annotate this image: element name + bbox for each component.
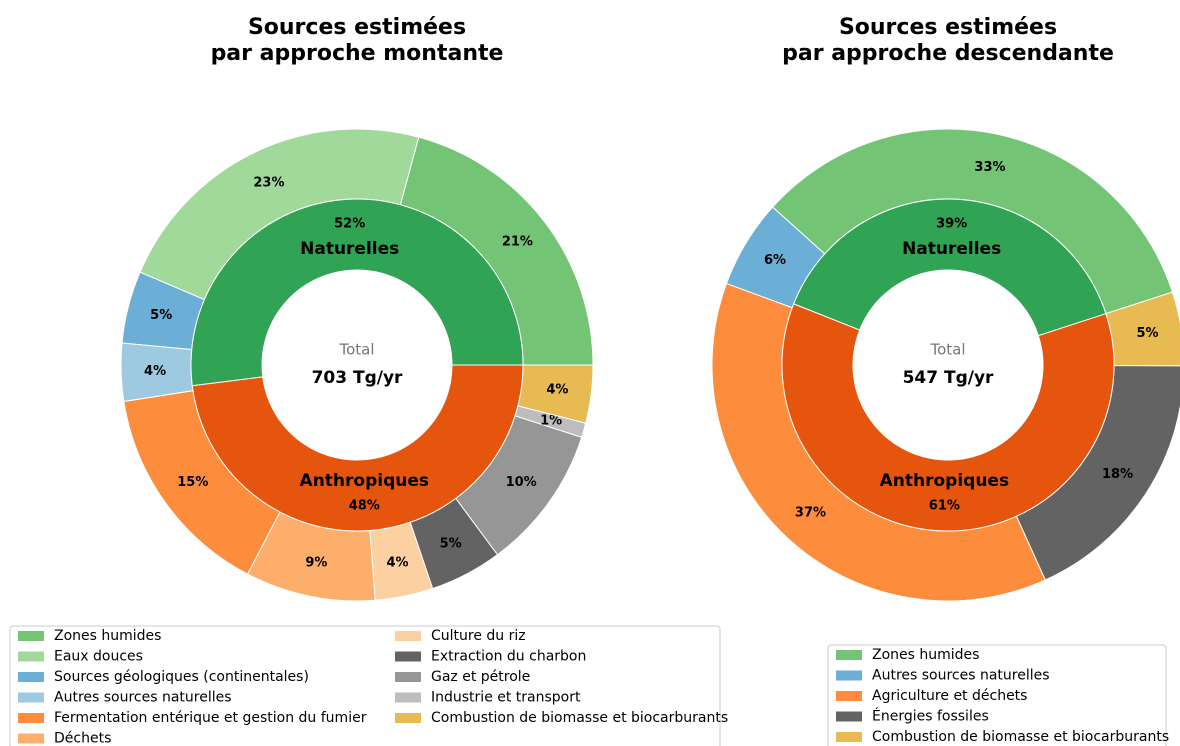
legend-swatch	[836, 650, 862, 660]
legend-swatch	[395, 713, 421, 723]
legend-swatch	[836, 732, 862, 742]
legend-swatch	[836, 711, 862, 722]
outer-pct-label: 4%	[546, 383, 568, 398]
chart-title: Sources estimées	[248, 15, 466, 40]
inner-category-label: Anthropiques	[300, 471, 429, 491]
legend-label: Agriculture et déchets	[872, 688, 1027, 704]
inner-pct-label: 61%	[929, 498, 960, 513]
legend-label: Gaz et pétrole	[431, 669, 530, 685]
center-label: Total	[929, 341, 965, 359]
outer-pct-label: 4%	[387, 555, 409, 570]
legend-swatch	[18, 651, 44, 662]
legend-label: Autres sources naturelles	[54, 690, 232, 706]
legend-swatch	[18, 733, 44, 744]
legend-label: Combustion de biomasse et biocarburants	[431, 710, 728, 726]
legend-label: Culture du riz	[431, 628, 526, 644]
chart-title: par approche descendante	[782, 41, 1114, 66]
outer-pct-label: 15%	[177, 475, 208, 490]
legend-swatch	[395, 672, 421, 682]
legend-swatch	[18, 713, 44, 723]
legend-label: Zones humides	[872, 647, 979, 663]
legend-swatch	[836, 691, 862, 701]
legend-swatch	[395, 631, 421, 641]
total-label: 703 Tg/yr	[312, 368, 403, 388]
legend-label: Industrie et transport	[431, 690, 581, 706]
inner-pct-label: 39%	[936, 217, 967, 232]
legend-swatch	[18, 672, 44, 682]
legend-label: Eaux douces	[54, 649, 143, 665]
inner-pct-label: 48%	[349, 498, 380, 513]
chart-title: par approche montante	[211, 41, 504, 66]
donut-hole	[262, 270, 452, 460]
center-label: Total	[338, 341, 374, 359]
donut-hole	[853, 270, 1043, 460]
outer-pct-label: 10%	[506, 475, 537, 490]
outer-pct-label: 18%	[1102, 467, 1133, 482]
outer-pct-label: 1%	[540, 413, 562, 428]
outer-pct-label: 6%	[764, 253, 786, 268]
outer-pct-label: 4%	[144, 364, 166, 379]
outer-pct-label: 23%	[253, 176, 284, 191]
legend-label: Sources géologiques (continentales)	[54, 669, 309, 685]
legend-label: Autres sources naturelles	[872, 668, 1050, 684]
legend-swatch	[18, 631, 44, 641]
legend-label: Zones humides	[54, 628, 161, 644]
chart-title: Sources estimées	[839, 15, 1057, 40]
legend-swatch	[836, 670, 862, 681]
inner-category-label: Naturelles	[300, 239, 399, 259]
total-label: 547 Tg/yr	[903, 368, 994, 388]
legend-swatch	[395, 692, 421, 703]
outer-pct-label: 5%	[1137, 326, 1159, 341]
inner-category-label: Anthropiques	[880, 471, 1009, 491]
outer-pct-label: 21%	[502, 235, 533, 250]
outer-pct-label: 5%	[440, 536, 462, 551]
legend-swatch	[395, 651, 421, 662]
legend-box	[827, 644, 1167, 746]
outer-pct-label: 33%	[974, 160, 1005, 175]
outer-pct-label: 37%	[795, 505, 826, 520]
inner-category-label: Naturelles	[902, 239, 1001, 259]
legend-label: Extraction du charbon	[431, 649, 586, 665]
legend-label: Déchets	[54, 731, 111, 746]
outer-pct-label: 5%	[150, 308, 172, 323]
legend-box	[9, 625, 721, 746]
legend-swatch	[18, 692, 44, 703]
outer-pct-label: 9%	[305, 555, 327, 570]
legend-label: Fermentation entérique et gestion du fum…	[54, 710, 367, 726]
legend-label: Combustion de biomasse et biocarburants	[872, 729, 1169, 745]
legend-label: Énergies fossiles	[872, 708, 989, 725]
inner-pct-label: 52%	[334, 217, 365, 232]
